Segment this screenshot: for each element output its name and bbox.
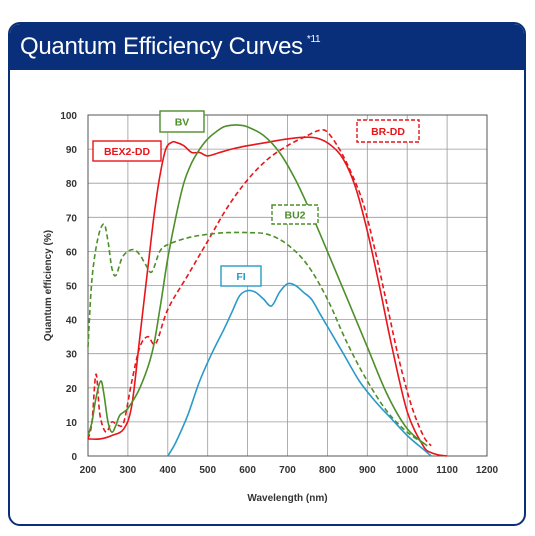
x-tick-label: 1200 bbox=[476, 465, 499, 476]
series-line-fi bbox=[167, 282, 432, 457]
y-tick-label: 100 bbox=[60, 111, 77, 122]
x-tick-label: 800 bbox=[319, 465, 336, 476]
y-tick-label: 0 bbox=[71, 452, 77, 463]
y-tick-label: 10 bbox=[66, 418, 78, 429]
x-tick-label: 900 bbox=[359, 465, 376, 476]
chart-axes: 200 300 400 500 600 700 800 900 1000 1100 1200 0 10 2… bbox=[60, 111, 498, 476]
x-tick-label: 500 bbox=[199, 465, 216, 476]
series-label-bv: BV bbox=[159, 110, 205, 133]
y-tick-label: 20 bbox=[66, 384, 78, 395]
x-tick-label: 700 bbox=[279, 465, 296, 476]
series-line-br-dd bbox=[87, 129, 432, 447]
y-tick-label: 90 bbox=[66, 145, 78, 156]
series-line-bv bbox=[87, 124, 428, 447]
x-tick-label: 1000 bbox=[396, 465, 419, 476]
series-label-text: BV bbox=[175, 117, 190, 129]
series-label-text: BEX2-DD bbox=[104, 146, 151, 158]
series-label-box bbox=[220, 265, 262, 287]
title-text: Quantum Efficiency Curves bbox=[20, 33, 303, 60]
series-labels: BEX2-DD BR-DD BV BU2 FI bbox=[92, 110, 420, 287]
series-label-box bbox=[271, 204, 319, 225]
x-tick-label: 200 bbox=[80, 465, 97, 476]
series-label-text: BU2 bbox=[284, 210, 305, 222]
x-axis-label: Wavelength (nm) bbox=[247, 493, 327, 504]
footnote-mark: *11 bbox=[306, 34, 321, 45]
plot-frame bbox=[87, 114, 488, 457]
series-line-bu2 bbox=[87, 223, 428, 447]
y-axis-label: Quantum efficiency (%) bbox=[43, 230, 54, 341]
series-label-br-dd: BR-DD bbox=[356, 119, 420, 143]
y-tick-label: 40 bbox=[66, 316, 78, 327]
x-tick-label: 600 bbox=[239, 465, 256, 476]
y-tick-label: 80 bbox=[66, 179, 78, 190]
series-label-text: FI bbox=[236, 271, 245, 283]
series-label-text: BR-DD bbox=[371, 126, 405, 138]
card-title: Quantum Efficiency Curves *11 bbox=[20, 33, 321, 61]
x-tick-label: 1100 bbox=[436, 465, 458, 476]
card-header: Quantum Efficiency Curves *11 bbox=[10, 24, 524, 70]
y-tick-label: 30 bbox=[66, 350, 78, 361]
series-label-bex2-dd: BEX2-DD bbox=[92, 140, 162, 162]
x-tick-label: 300 bbox=[120, 465, 137, 476]
series-label-fi: FI bbox=[220, 265, 262, 287]
qe-card: Quantum Efficiency Curves *11 bbox=[8, 22, 526, 526]
series-label-box bbox=[92, 140, 162, 162]
y-tick-label: 50 bbox=[66, 282, 78, 293]
y-tick-label: 70 bbox=[66, 213, 78, 224]
x-tick-label: 400 bbox=[159, 465, 176, 476]
series-label-bu2: BU2 bbox=[271, 204, 319, 225]
chart-series bbox=[87, 124, 448, 457]
series-line-bex2-dd bbox=[87, 136, 448, 457]
series-label-box bbox=[159, 110, 205, 133]
series-label-box bbox=[356, 119, 420, 143]
y-tick-label: 60 bbox=[66, 247, 78, 258]
